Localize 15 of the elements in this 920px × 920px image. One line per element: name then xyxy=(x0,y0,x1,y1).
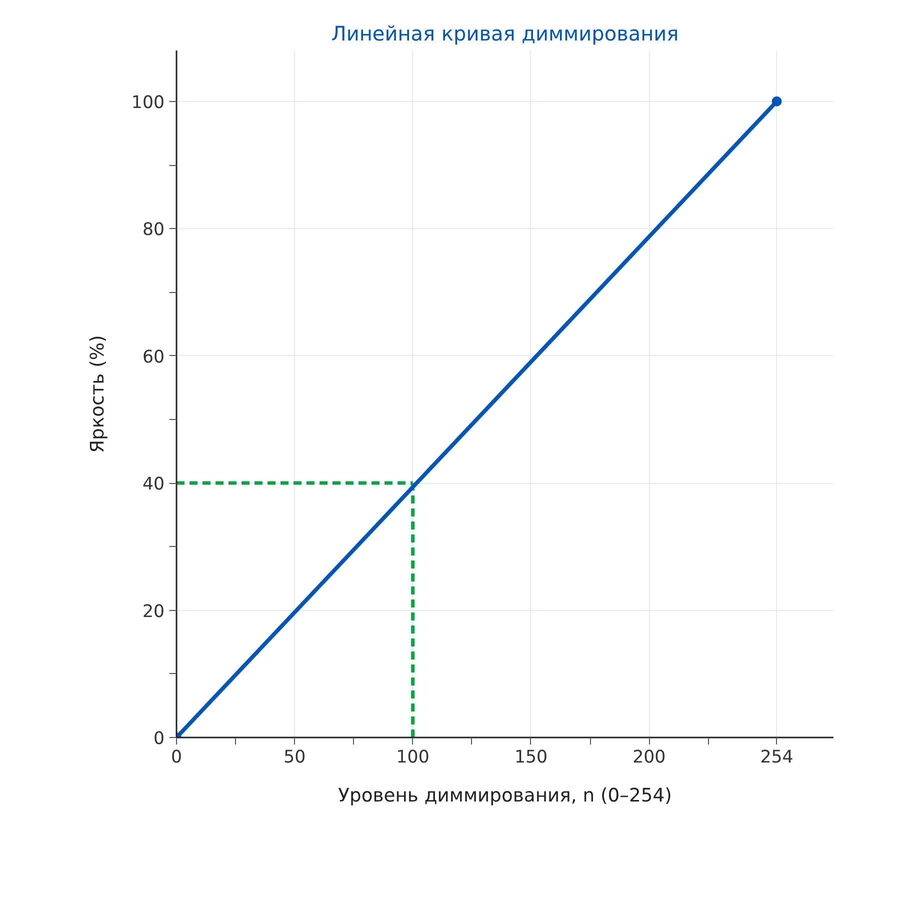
y-tick-label: 80 xyxy=(142,220,165,240)
x-tick-label: 150 xyxy=(514,748,548,768)
y-tick-label: 20 xyxy=(142,602,165,622)
x-axis-title: Уровень диммирования, n (0–254) xyxy=(338,786,672,806)
x-tick-label: 200 xyxy=(632,748,666,768)
y-tick-label: 100 xyxy=(131,92,165,113)
x-tick-label: 0 xyxy=(170,748,182,768)
x-tick-label: 254 xyxy=(760,748,794,768)
y-tick-label: 40 xyxy=(142,474,165,495)
x-tick-label: 100 xyxy=(396,748,430,768)
y-axis-title: Яркость (%) xyxy=(87,335,108,453)
y-tick-label: 0 xyxy=(153,729,165,749)
y-tick-label: 60 xyxy=(142,347,165,368)
chart-title: Линейная кривая диммирования xyxy=(331,22,679,46)
x-tick-label: 50 xyxy=(284,748,306,768)
